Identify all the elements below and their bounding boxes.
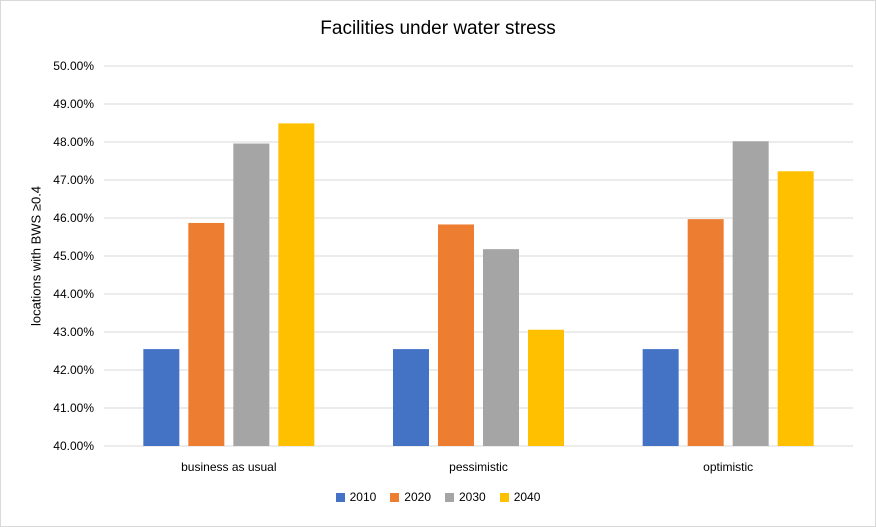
bar-2030-optimistic [732,141,769,447]
legend-label: 2030 [459,490,486,504]
legend-item: 2040 [499,490,541,504]
bar-2040-business-as-usual [278,123,315,446]
y-tick-label: 46.00% [53,211,94,225]
legend-item: 2010 [335,490,377,504]
y-tick-label: 49.00% [53,97,94,111]
legend-label: 2020 [404,490,431,504]
legend-label: 2010 [349,490,377,504]
bar-2020-optimistic [687,219,724,446]
x-tick-label: business as usual [181,460,276,474]
bar-2020-business-as-usual [188,222,225,446]
legend-item: 2020 [390,490,431,504]
legend-item: 2030 [445,490,486,504]
y-tick-label: 50.00% [53,59,94,73]
bar-2030-pessimistic [483,249,519,446]
bar-2020-pessimistic [438,224,474,446]
y-tick-label: 48.00% [53,135,94,149]
legend-swatch [390,492,400,502]
chart-title: Facilities under water stress [320,18,556,39]
bar-2040-optimistic [777,171,814,446]
y-tick-label: 45.00% [53,249,94,263]
legend-label: 2040 [513,490,541,504]
x-tick-label: optimistic [703,460,753,474]
legend-swatch [445,492,454,502]
y-tick-label: 40.00% [53,439,94,453]
y-tick-label: 42.00% [53,363,94,377]
legend-swatch [335,492,345,502]
legend-swatch [499,492,509,502]
bar-2010-optimistic [642,349,679,446]
bar-2030-business-as-usual [233,143,270,446]
bar-2010-business-as-usual [143,349,180,446]
y-tick-label: 41.00% [53,401,94,415]
x-tick-label: pessimistic [449,460,508,474]
y-tick-label: 43.00% [53,325,94,339]
y-tick-label: 44.00% [53,287,94,301]
y-tick-label: 47.00% [53,173,94,187]
bar-2010-pessimistic [393,349,429,446]
legend: 2010 2020 2030 2040 [0,490,876,504]
bar-2040-pessimistic [528,329,564,446]
